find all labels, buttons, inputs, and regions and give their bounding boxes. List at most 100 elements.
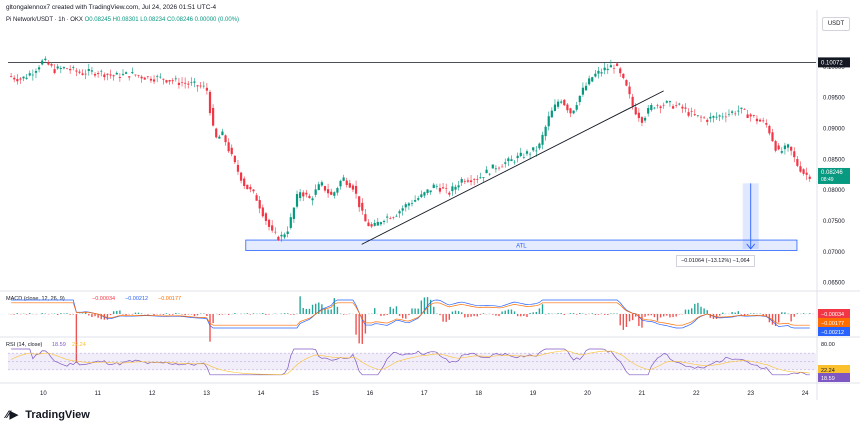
resistance-price-tag: [818, 57, 850, 68]
price-tick-label: 0.07500: [823, 219, 845, 225]
rsi-axis-label: 80.00: [821, 342, 835, 348]
candle-body: [569, 108, 572, 114]
candle-body: [295, 194, 299, 207]
candle-body: [410, 203, 414, 205]
candle-body: [730, 111, 734, 113]
candle-body: [311, 198, 314, 201]
price-tick-label: 0.10000: [823, 65, 845, 71]
candle-body: [715, 116, 718, 118]
candle-body: [588, 78, 591, 85]
symbol-legend[interactable]: Pi Network/USDT · 1h · OKX O0.08245 H0.0…: [6, 17, 239, 23]
candle-body: [647, 108, 650, 114]
candle-body: [174, 78, 177, 80]
candle-body: [267, 219, 271, 227]
candle-body: [665, 101, 668, 103]
candle-body: [693, 114, 696, 116]
candle-body: [34, 71, 38, 73]
candle-body: [392, 217, 395, 218]
candle-body: [323, 186, 327, 191]
candle-body: [25, 77, 28, 79]
candle-body: [184, 82, 187, 84]
currency-button[interactable]: USDT: [822, 17, 850, 31]
candle-body: [547, 116, 550, 127]
candle-body: [69, 68, 72, 71]
candle-body: [553, 104, 557, 111]
candle-body: [780, 151, 783, 153]
candle-body: [205, 87, 208, 91]
candle-body: [308, 195, 311, 199]
macd-value: −0.00212: [125, 296, 148, 302]
candle-body: [103, 74, 106, 78]
candle-body: [252, 189, 255, 192]
macd-axis-label: −0.00034: [821, 312, 844, 318]
candle-body: [50, 63, 53, 66]
candle-body: [706, 119, 709, 122]
candle-body: [370, 224, 373, 227]
candle-body: [249, 186, 252, 190]
candle-body: [373, 222, 376, 226]
candle-body: [361, 202, 364, 211]
candle-body: [625, 80, 628, 86]
price-tick-label: 0.09500: [823, 96, 845, 102]
candle-body: [749, 114, 752, 117]
candle-body: [718, 115, 721, 117]
candle-body: [320, 182, 323, 186]
candle-body: [709, 116, 712, 119]
macd-axis-tag: [818, 318, 850, 327]
candle-body: [805, 172, 808, 175]
candle-body: [758, 119, 762, 122]
candle-body: [401, 208, 404, 211]
candle-body: [532, 147, 535, 151]
candle-body: [87, 68, 90, 71]
candle-body: [491, 164, 494, 169]
candle-body: [659, 106, 662, 109]
candle-body: [504, 162, 507, 164]
candle-body: [684, 107, 687, 109]
candle-body: [389, 218, 392, 219]
candle-body: [364, 214, 367, 222]
candle-body: [165, 80, 168, 83]
chart-caption: gltongalennox7 created with TradingView.…: [6, 4, 217, 11]
candle-body: [448, 192, 451, 195]
candle-body: [212, 107, 215, 126]
candle-body: [156, 76, 159, 77]
candle-body: [429, 190, 432, 193]
rsi-axis-tag: [818, 365, 850, 374]
candle-body: [643, 117, 647, 121]
date-tick-label: 15: [312, 391, 319, 397]
candle-body: [460, 179, 463, 183]
rsi-axis-label: 18.59: [821, 376, 835, 382]
candle-body: [333, 192, 336, 196]
candle-body: [140, 76, 143, 79]
date-tick-label: 17: [421, 391, 428, 397]
candle-body: [668, 101, 672, 103]
candle-body: [808, 176, 811, 179]
rsi-value: 18.59: [52, 342, 66, 348]
candle-body: [81, 73, 84, 75]
candle-body: [584, 85, 588, 91]
candle-body: [376, 221, 379, 226]
candle-body: [271, 225, 274, 231]
candle-body: [75, 70, 78, 72]
candle-body: [180, 82, 184, 83]
candle-body: [581, 87, 585, 95]
macd-value: −0.00034: [92, 296, 115, 302]
current-price-tag: [818, 167, 850, 184]
candle-body: [703, 117, 706, 119]
candle-body: [724, 116, 727, 118]
candle-body: [115, 72, 118, 75]
candle-body: [146, 76, 149, 78]
candle-body: [16, 79, 19, 82]
candle-body: [62, 67, 66, 69]
candle-body: [162, 78, 165, 80]
candle-body: [10, 76, 13, 77]
tradingview-brand[interactable]: ⁄⁄▶ TradingView: [6, 408, 90, 421]
candle-body: [289, 217, 292, 228]
candle-body: [246, 184, 249, 190]
date-tick-label: 20: [584, 391, 591, 397]
candle-body: [671, 106, 675, 109]
candle-body: [634, 107, 637, 115]
candle-body: [404, 204, 407, 208]
candle-body: [199, 85, 202, 87]
